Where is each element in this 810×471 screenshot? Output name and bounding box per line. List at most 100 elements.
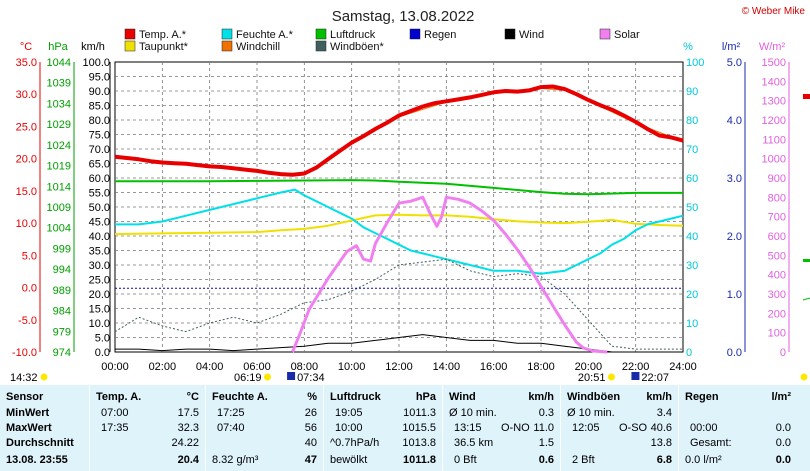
col-pressure: Luftdruck hPa 19:05 1011.3 10:00 1015.5 ^0.…	[323, 385, 442, 471]
pressure-axis-tick: 984	[53, 306, 71, 318]
rain-total: 0.0	[775, 437, 791, 449]
wind-run: 36.5 km	[454, 437, 494, 449]
rain-unit-label: l/m²	[722, 41, 741, 53]
gust-avg: 13.8	[650, 437, 672, 449]
wind-unit: km/h	[528, 391, 554, 403]
solar-axis-tick: 600	[768, 231, 786, 243]
legend-swatch	[504, 28, 516, 40]
humidity-axis-tick: 70	[686, 144, 698, 156]
solar-axis-tick: 100	[768, 328, 786, 340]
humidity-unit-label: %	[683, 41, 693, 53]
legend-swatch	[124, 28, 136, 40]
sun-icon	[607, 373, 615, 381]
legend-swatch	[221, 28, 233, 40]
wind-axis-tick: 15.0	[89, 304, 110, 316]
humidity-axis-tick: 50	[686, 202, 698, 214]
axes: 00:00 02:00 04:00 06:00 08:00 10:00 12:00 14:00…	[12, 41, 810, 373]
rain-axis-tick: 3.0	[727, 173, 742, 185]
rain-max-time: 00:00	[690, 422, 718, 434]
wind-axis-tick: 5.0	[95, 333, 110, 345]
hum-header: Feuchte A.	[212, 391, 268, 403]
temp-axis-tick: -5.0	[18, 315, 37, 327]
moonset-label: 07:34	[297, 372, 325, 384]
x-tick-label: 12:00	[385, 361, 413, 373]
min-label: MinWert	[6, 407, 50, 419]
gust-unit: km/h	[646, 391, 672, 403]
legend-label: Windböen*	[330, 41, 385, 53]
temp-axis-tick: 15.0	[16, 186, 37, 198]
col-sensor: Sensor MinWert MaxWert Durchschnitt 13.0…	[0, 385, 88, 471]
legend-swatch	[315, 28, 327, 40]
series-line	[114, 258, 683, 350]
temp-axis-tick: 0.0	[22, 283, 37, 295]
humidity-axis-tick: 80	[686, 115, 698, 127]
pressure-axis-tick: 989	[53, 285, 71, 297]
temp-min: 17.5	[177, 407, 199, 419]
press-avg: 1013.8	[402, 437, 436, 449]
pressure-axis-tick: 1014	[47, 181, 71, 193]
edge-marker-temp	[803, 94, 810, 99]
x-tick-label: 18:00	[527, 361, 555, 373]
rain-total-label: Gesamt:	[690, 437, 732, 449]
solar-axis-tick: 0	[780, 347, 786, 359]
sun-icon	[263, 373, 271, 381]
x-tick-label: 02:00	[149, 361, 177, 373]
wind-axis-tick: 25.0	[89, 275, 110, 287]
edge-marker-pressure	[803, 259, 810, 262]
wind-axis-tick: 75.0	[89, 130, 110, 142]
gust-avg-label: Ø 10 min.	[567, 407, 615, 419]
rain-axis-tick: 1.0	[727, 289, 742, 301]
gust-max-dir: O-SO	[619, 422, 648, 434]
moon-icon	[631, 372, 640, 380]
wind-axis-tick: 55.0	[89, 188, 110, 200]
temp-axis-tick: 35.0	[16, 57, 37, 69]
pressure-axis-tick: 1009	[47, 202, 71, 214]
legend-swatch	[409, 28, 421, 40]
humidity-axis-tick: 0	[686, 347, 692, 359]
pressure-axis-tick: 1029	[47, 119, 71, 131]
sun-icon	[40, 373, 48, 381]
gust-now: 6.8	[656, 454, 672, 466]
rain-header: Regen	[685, 391, 719, 403]
solar-axis-tick: 1200	[762, 115, 786, 127]
series-line	[114, 87, 684, 176]
x-tick-label: 00:00	[101, 361, 129, 373]
gust-max-time: 12:05	[572, 422, 600, 434]
x-tick-label: 04:00	[196, 361, 224, 373]
wind-bft: 0 Bft	[454, 454, 477, 466]
temp-avg: 24.22	[171, 437, 199, 449]
wind-axis-tick: 100.0	[82, 57, 110, 69]
hum-unit: %	[307, 391, 317, 403]
legend-label: Taupunkt*	[139, 41, 189, 53]
edge-marker-pressure2	[802, 297, 810, 301]
stats-table: Sensor MinWert MaxWert Durchschnitt 13.0…	[0, 385, 810, 471]
wind-axis-tick: 40.0	[89, 231, 110, 243]
wind-avg10: 0.3	[538, 407, 554, 419]
wind-axis-tick: 50.0	[89, 202, 110, 214]
weather-chart: Samstag, 13.08.2022 © Weber Mike Temp. A…	[10, 6, 810, 384]
temp-axis-tick: 10.0	[16, 218, 37, 230]
series-line	[114, 84, 684, 177]
wind-axis-tick: 0.0	[95, 347, 110, 359]
solar-axis-tick: 500	[768, 250, 786, 262]
plot-area	[114, 84, 684, 354]
gust-bft: 2 Bft	[572, 454, 595, 466]
rain-axis-tick: 4.0	[727, 115, 742, 127]
temp-header: Temp. A.	[96, 391, 142, 403]
legend-label: Regen	[424, 29, 456, 41]
sun-moon-times: 14:32 06:19 07:34 20:51 22:07	[10, 372, 808, 384]
wind-unit-label: km/h	[81, 41, 105, 53]
series-line	[115, 179, 683, 196]
humidity-axis-tick: 10	[686, 318, 698, 330]
rain-axis-tick: 0.0	[727, 347, 742, 359]
legend-label: Wind	[519, 29, 544, 41]
wind-max-dir: O-NO	[501, 422, 530, 434]
temp-axis-tick: 5.0	[22, 250, 37, 262]
solar-axis-tick: 1300	[762, 96, 786, 108]
x-tick-label: 06:00	[243, 361, 271, 373]
series-line	[115, 188, 684, 275]
wind-axis-tick: 85.0	[89, 101, 110, 113]
humidity-axis-tick: 30	[686, 260, 698, 272]
avg-label: Durchschnitt	[6, 437, 74, 449]
solar-axis-tick: 1500	[762, 57, 786, 69]
